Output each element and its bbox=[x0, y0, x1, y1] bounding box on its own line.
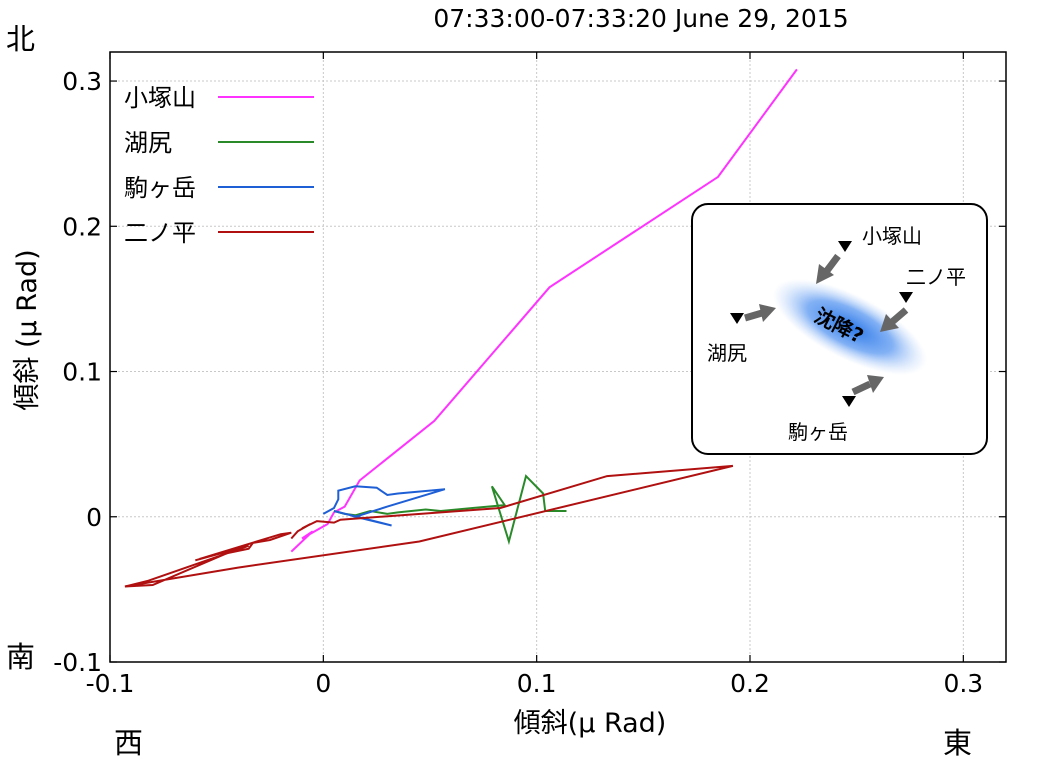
y-tick-label: 0.2 bbox=[62, 212, 102, 241]
plot-frame bbox=[109, 51, 1007, 663]
y-tick-labels: -0.1 0 0.1 0.2 0.3 bbox=[53, 67, 102, 677]
x-tick-label: 0.3 bbox=[943, 669, 983, 698]
station-marker-komagatake bbox=[842, 396, 856, 407]
subsidence-blob bbox=[772, 279, 928, 375]
chart-title: 07:33:00-07:33:20 June 29, 2015 bbox=[433, 4, 848, 33]
inset-label-kojiri: 湖尻 bbox=[707, 341, 747, 365]
series-line-3 bbox=[124, 464, 734, 588]
inset-label-ninotaira: 二ノ平 bbox=[906, 265, 966, 289]
inset-schematic: 沈降? 小塚山 二ノ平 湖尻 駒ヶ岳 bbox=[691, 203, 988, 455]
compass-east-label: 東 bbox=[943, 726, 972, 760]
legend-label: 駒ヶ岳 bbox=[124, 174, 196, 202]
arrow-kojiri-icon bbox=[744, 304, 776, 322]
series-lines bbox=[124, 68, 798, 588]
inset-label-kozukayama: 小塚山 bbox=[862, 224, 922, 248]
station-marker-ninotaira bbox=[899, 292, 913, 303]
x-tick-label: -0.1 bbox=[86, 669, 135, 698]
arrow-kozukayama-icon bbox=[816, 253, 841, 284]
x-tick-labels: -0.1 0 0.1 0.2 0.3 bbox=[86, 669, 984, 698]
series-line-2 bbox=[322, 485, 446, 527]
series-line-1 bbox=[333, 474, 567, 546]
legend-label: 小塚山 bbox=[124, 84, 196, 112]
x-tick-label: 0.2 bbox=[730, 669, 770, 698]
station-marker-kozukayama bbox=[838, 241, 852, 252]
arrow-komagatake-icon bbox=[851, 375, 884, 396]
y-tick-label: 0.1 bbox=[62, 358, 102, 387]
compass-south-label: 南 bbox=[6, 640, 35, 674]
station-marker-kojiri bbox=[730, 313, 744, 324]
legend-label: 湖尻 bbox=[124, 129, 172, 157]
x-axis-label: 傾斜(μ Rad) bbox=[514, 708, 667, 739]
inset-label-komagatake: 駒ヶ岳 bbox=[788, 420, 848, 444]
y-tick-label: 0 bbox=[86, 503, 102, 532]
legend-label: 二ノ平 bbox=[124, 219, 196, 247]
x-tick-label: 0.1 bbox=[517, 669, 557, 698]
y-axis-label: 傾斜 (μ Rad) bbox=[12, 249, 43, 410]
compass-north-label: 北 bbox=[6, 22, 35, 56]
x-tick-label: 0 bbox=[315, 669, 331, 698]
y-tick-label: 0.3 bbox=[62, 67, 102, 96]
compass-west-label: 西 bbox=[114, 726, 143, 760]
series-line-0 bbox=[290, 68, 798, 553]
y-tick-label: -0.1 bbox=[53, 648, 102, 677]
arrow-ninotaira-icon bbox=[880, 307, 909, 332]
